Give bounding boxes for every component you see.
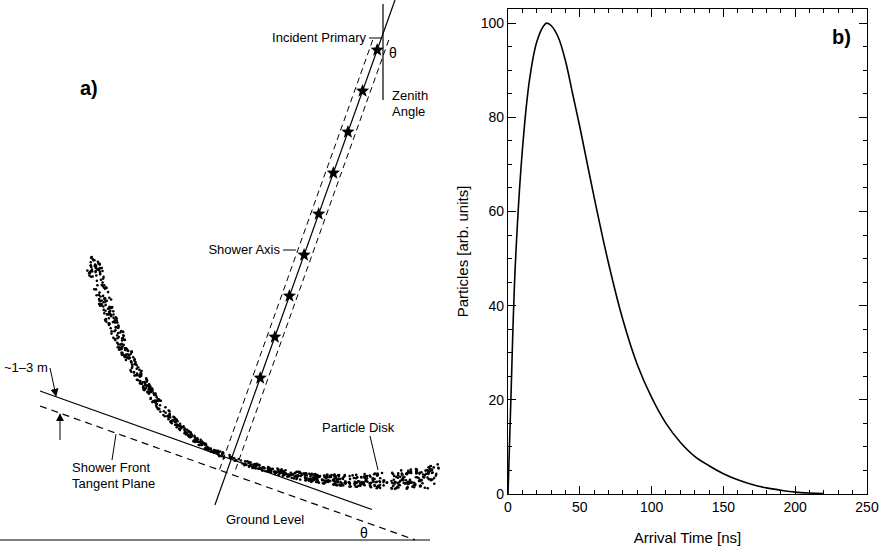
svg-text:250: 250 [855,499,879,515]
svg-text:Ground Level: Ground Level [226,512,304,527]
svg-text:Tangent Plane: Tangent Plane [72,476,155,491]
svg-text:0: 0 [496,486,504,502]
svg-text:θ: θ [360,525,368,541]
svg-text:Particles [arb. units]: Particles [arb. units] [454,186,471,318]
svg-text:60: 60 [488,203,504,219]
svg-text:Angle: Angle [392,104,425,119]
svg-text:0: 0 [504,499,512,515]
svg-text:θ: θ [389,45,397,61]
svg-text:Particle Disk: Particle Disk [322,420,395,435]
svg-text:100: 100 [640,499,664,515]
svg-text:a): a) [80,77,98,99]
svg-text:20: 20 [488,392,504,408]
svg-text:~1–3 m: ~1–3 m [4,360,48,375]
svg-text:Zenith: Zenith [392,88,428,103]
svg-text:b): b) [832,26,851,48]
svg-text:Arrival Time [ns]: Arrival Time [ns] [634,529,742,546]
svg-text:Shower Front: Shower Front [72,460,150,475]
svg-text:40: 40 [488,298,504,314]
svg-text:50: 50 [572,499,588,515]
svg-text:Incident Primary: Incident Primary [272,30,366,45]
svg-text:150: 150 [712,499,736,515]
svg-text:80: 80 [488,109,504,125]
svg-text:200: 200 [784,499,808,515]
svg-text:100: 100 [481,15,505,31]
svg-text:Shower Axis: Shower Axis [208,242,280,257]
